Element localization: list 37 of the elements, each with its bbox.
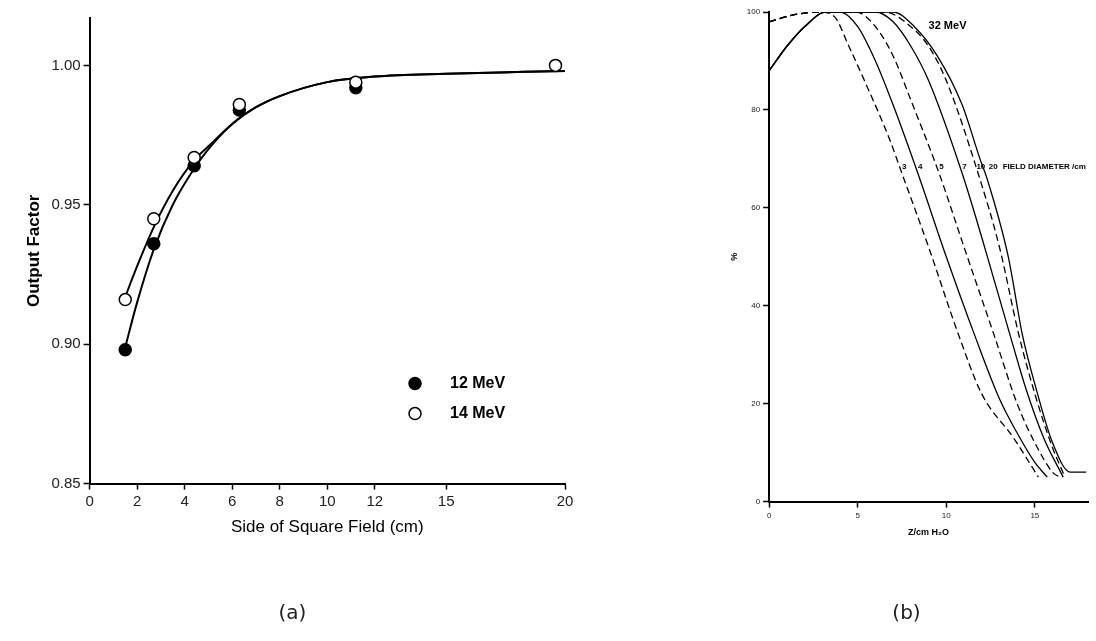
x-tick-label: 8 [275, 491, 284, 509]
x-tick-label: 15 [437, 491, 455, 509]
x-tick-label: 0 [766, 510, 772, 520]
x-tick-label: 6 [228, 491, 237, 509]
y-tick-label: 100 [746, 7, 761, 17]
y-tick-label: 60 [751, 203, 761, 213]
y-axis-title: Output Factor [23, 194, 43, 307]
x-tick-label: 0 [85, 491, 94, 509]
x-tick-label: 10 [941, 510, 952, 520]
annotation: 5 [939, 161, 945, 171]
x-axis-title: Side of Square Field (cm) [230, 517, 424, 537]
text: (a) [278, 600, 307, 625]
x-tick-label: 20 [556, 491, 574, 509]
annotation: 3 [902, 161, 907, 171]
y-tick-label: 0.90 [51, 334, 81, 352]
x-axis-title: Z/cm H₂O [908, 527, 950, 538]
y-tick-label: 0.95 [51, 194, 81, 212]
x-tick-label: 10 [318, 491, 336, 509]
y-axis-title: % [728, 252, 739, 261]
annotation: 4 [917, 161, 923, 171]
annotation: 7 [962, 161, 968, 171]
x-tick-label: 2 [132, 491, 142, 509]
legend-label: 14 MeV [450, 404, 506, 422]
annotation: 32 MeV [928, 19, 968, 32]
annotation: FIELD DIAMETER /cm [1002, 161, 1086, 171]
y-tick-label: 20 [751, 398, 761, 408]
y-tick-label: 0.85 [51, 473, 81, 491]
x-tick-label: 5 [855, 510, 861, 520]
x-tick-label: 12 [366, 491, 384, 509]
legend-label: 12 MeV [450, 374, 506, 392]
y-tick-label: 1.00 [51, 55, 81, 73]
y-tick-label: 80 [751, 105, 761, 115]
x-tick-label: 15 [1030, 510, 1040, 520]
y-tick-label: 40 [751, 300, 761, 310]
text: (b) [892, 600, 921, 625]
annotation: 20 [988, 161, 999, 171]
x-tick-label: 4 [180, 491, 189, 509]
